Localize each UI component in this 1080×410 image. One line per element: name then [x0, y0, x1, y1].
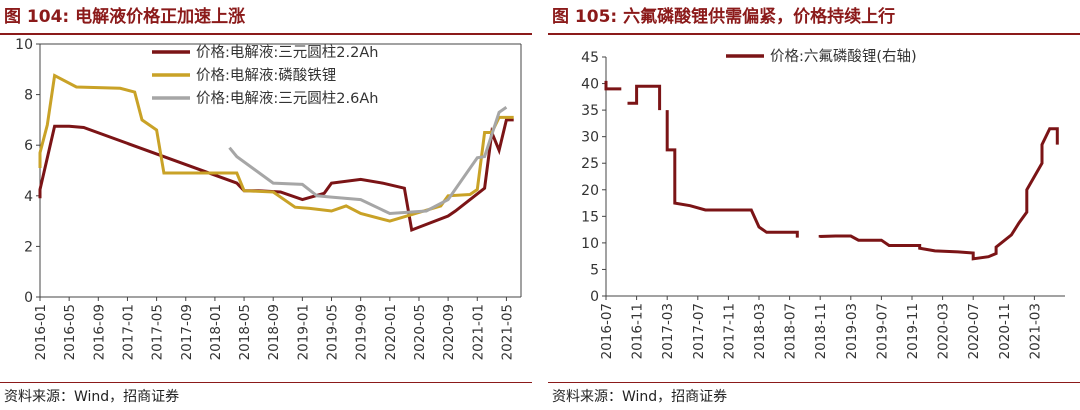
legend-label: 价格:电解液:三元圆柱2.6Ah — [196, 90, 378, 107]
x-tick-label: 2020-07 — [966, 303, 982, 359]
y-tick-label: 0 — [590, 289, 599, 305]
x-tick-label: 2019-03 — [844, 303, 860, 359]
y-tick-label: 10 — [15, 37, 33, 53]
x-tick-label: 2018-07 — [783, 303, 799, 359]
figure-104-chart: 0 2 4 6 8 10 2016-01 2016-05 2016-09 2017-01 2017-… — [15, 37, 522, 360]
x-tick-label: 2020-11 — [997, 303, 1013, 359]
y-tick-label: 25 — [581, 156, 599, 172]
y-tick-label: 40 — [581, 77, 599, 93]
series-line — [228, 106, 508, 216]
x-tick-label: 2019-05 — [325, 304, 341, 360]
x-tick-label: 2018-11 — [813, 303, 829, 359]
series-line — [38, 118, 514, 233]
y-tick-label: 6 — [24, 138, 33, 154]
legend-label: 价格:六氟磷酸锂(右轴) — [770, 48, 917, 65]
x-tick-label: 2016-09 — [91, 304, 107, 360]
series-line — [604, 80, 622, 91]
x-tick-label: 2017-09 — [179, 304, 195, 360]
figure-104-source: 资料来源：Wind，招商证券 — [4, 389, 180, 405]
x-tick-label: 2021-05 — [499, 304, 515, 360]
figure-104-title: 图 104: 电解液价格正加速上涨 — [4, 7, 246, 27]
x-tick-label: 2018-03 — [752, 303, 768, 359]
x-tick-label: 2019-07 — [874, 303, 890, 359]
figure-105-source: 资料来源：Wind，招商证券 — [552, 389, 728, 405]
y-tick-label: 5 — [590, 262, 599, 278]
x-tick-label: 2016-11 — [630, 303, 646, 359]
figure-105-bottom-rule — [548, 382, 1080, 383]
x-tick-label: 2016-01 — [33, 304, 49, 360]
figure-105-top-rule — [548, 33, 1080, 35]
y-tick-label: 45 — [581, 50, 599, 66]
x-tick-label: 2019-09 — [354, 304, 370, 360]
x-tick-label: 2016-07 — [599, 303, 615, 359]
x-tick-label: 2019-01 — [295, 304, 311, 360]
legend-label: 价格:电解液:三元圆柱2.2Ah — [196, 44, 378, 61]
x-tick-label: 2021-03 — [1027, 303, 1043, 359]
figure-105-chart: 0 5 10 15 20 25 30 35 40 45 2016-07 2016-11 2017-03 2… — [581, 48, 1065, 359]
y-tick-label: 2 — [24, 239, 33, 255]
y-tick-label: 10 — [581, 236, 599, 252]
y-tick-label: 20 — [581, 183, 599, 199]
x-tick-label: 2017-11 — [721, 303, 737, 359]
y-tick-label: 35 — [581, 103, 599, 119]
x-tick-label: 2018-05 — [237, 304, 253, 360]
y-tick-label: 0 — [24, 290, 33, 306]
y-tick-label: 15 — [581, 209, 599, 225]
figure-104: 图 104: 电解液价格正加速上涨 0 2 4 6 8 10 2016-01 2016-05 2… — [0, 0, 532, 410]
x-tick-label: 2020-03 — [936, 303, 952, 359]
x-tick-label: 2018-01 — [208, 304, 224, 360]
series-line — [818, 127, 1059, 261]
x-tick-label: 2017-03 — [660, 303, 676, 359]
legend-label: 价格:电解液:磷酸铁锂 — [196, 67, 336, 84]
figure-105: 图 105: 六氟磷酸锂供需偏紧，价格持续上行 0 5 10 15 20 25 30 35 40… — [548, 0, 1080, 410]
x-tick-label: 2020-01 — [383, 304, 399, 360]
x-tick-label: 2019-11 — [905, 303, 921, 359]
figure-104-top-rule — [0, 33, 532, 35]
y-tick-label: 8 — [24, 88, 33, 104]
x-tick-label: 2020-09 — [441, 304, 457, 360]
series-line — [665, 110, 799, 238]
x-tick-label: 2017-01 — [120, 304, 136, 360]
x-tick-label: 2016-05 — [62, 304, 78, 360]
series-line — [38, 73, 514, 223]
x-tick-label: 2017-07 — [691, 303, 707, 359]
y-tick-label: 30 — [581, 130, 599, 146]
y-tick-label: 4 — [24, 189, 33, 205]
x-tick-label: 2018-09 — [266, 304, 282, 360]
x-tick-label: 2020-05 — [412, 304, 428, 360]
figure-104-bottom-rule — [0, 382, 532, 383]
x-tick-label: 2017-05 — [150, 304, 166, 360]
series-line — [627, 84, 662, 111]
x-tick-label: 2021-01 — [470, 304, 486, 360]
figure-105-title: 图 105: 六氟磷酸锂供需偏紧，价格持续上行 — [552, 7, 896, 27]
